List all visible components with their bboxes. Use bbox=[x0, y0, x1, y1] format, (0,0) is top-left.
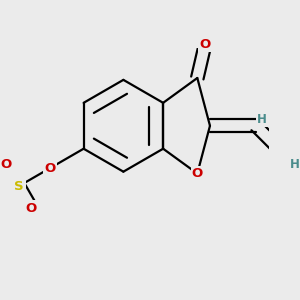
Text: O: O bbox=[26, 202, 37, 214]
Text: O: O bbox=[1, 158, 12, 171]
Text: S: S bbox=[14, 180, 24, 193]
Text: O: O bbox=[192, 167, 203, 180]
Text: H: H bbox=[257, 113, 267, 126]
Text: H: H bbox=[290, 158, 300, 171]
Text: O: O bbox=[44, 162, 56, 175]
Text: O: O bbox=[200, 38, 211, 51]
